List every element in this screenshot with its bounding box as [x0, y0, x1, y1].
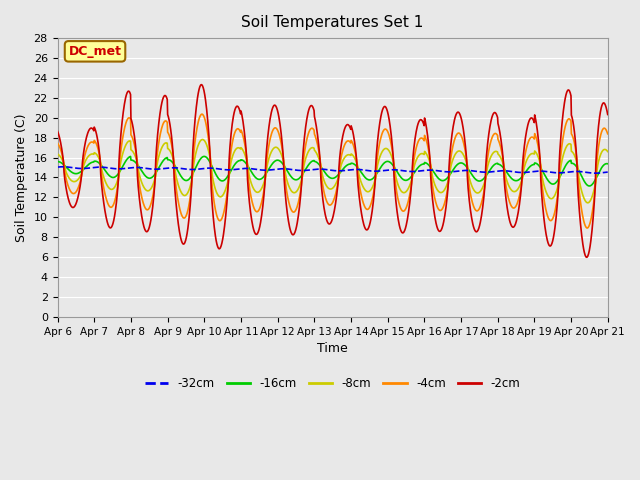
-2cm	[604, 112, 612, 118]
-8cm	[163, 140, 170, 146]
-8cm	[54, 151, 61, 157]
-2cm	[198, 82, 205, 87]
Line: -8cm: -8cm	[58, 140, 608, 203]
-8cm	[539, 177, 547, 182]
Line: -4cm: -4cm	[58, 114, 608, 228]
-4cm	[238, 129, 246, 135]
Title: Soil Temperatures Set 1: Soil Temperatures Set 1	[241, 15, 424, 30]
-2cm	[54, 128, 61, 134]
-16cm	[539, 168, 547, 174]
-16cm	[586, 183, 593, 189]
-32cm	[490, 168, 498, 174]
-4cm	[54, 140, 61, 146]
Line: -2cm: -2cm	[58, 84, 608, 257]
Y-axis label: Soil Temperature (C): Soil Temperature (C)	[15, 113, 28, 242]
-4cm	[198, 111, 206, 117]
-4cm	[419, 135, 426, 141]
Line: -32cm: -32cm	[58, 167, 608, 173]
-16cm	[176, 171, 184, 177]
-32cm	[238, 166, 246, 171]
-32cm	[591, 170, 599, 176]
-32cm	[419, 168, 426, 173]
Text: DC_met: DC_met	[68, 45, 122, 58]
-2cm	[176, 231, 184, 237]
-32cm	[163, 165, 171, 171]
-16cm	[200, 154, 208, 159]
-4cm	[163, 119, 170, 124]
-2cm	[419, 118, 426, 124]
-32cm	[604, 169, 612, 175]
-8cm	[490, 149, 498, 155]
-2cm	[238, 112, 246, 118]
-8cm	[584, 200, 591, 206]
-32cm	[59, 164, 67, 169]
-8cm	[238, 145, 246, 151]
-8cm	[176, 187, 184, 192]
-32cm	[539, 168, 547, 174]
-16cm	[163, 155, 170, 161]
-16cm	[419, 161, 426, 167]
-2cm	[583, 254, 591, 260]
-4cm	[583, 225, 591, 231]
X-axis label: Time: Time	[317, 342, 348, 355]
-4cm	[604, 131, 612, 137]
-16cm	[238, 157, 246, 163]
-8cm	[198, 137, 206, 143]
-4cm	[539, 188, 547, 193]
Legend: -32cm, -16cm, -8cm, -4cm, -2cm: -32cm, -16cm, -8cm, -4cm, -2cm	[140, 372, 525, 395]
Line: -16cm: -16cm	[58, 156, 608, 186]
-32cm	[54, 164, 61, 170]
-16cm	[54, 159, 61, 165]
-16cm	[490, 162, 498, 168]
-4cm	[490, 131, 498, 137]
-32cm	[177, 166, 184, 171]
-4cm	[176, 206, 184, 212]
-16cm	[604, 161, 612, 167]
-8cm	[419, 151, 426, 156]
-8cm	[604, 149, 612, 155]
-2cm	[163, 95, 170, 100]
-2cm	[490, 110, 498, 116]
-2cm	[539, 204, 547, 209]
